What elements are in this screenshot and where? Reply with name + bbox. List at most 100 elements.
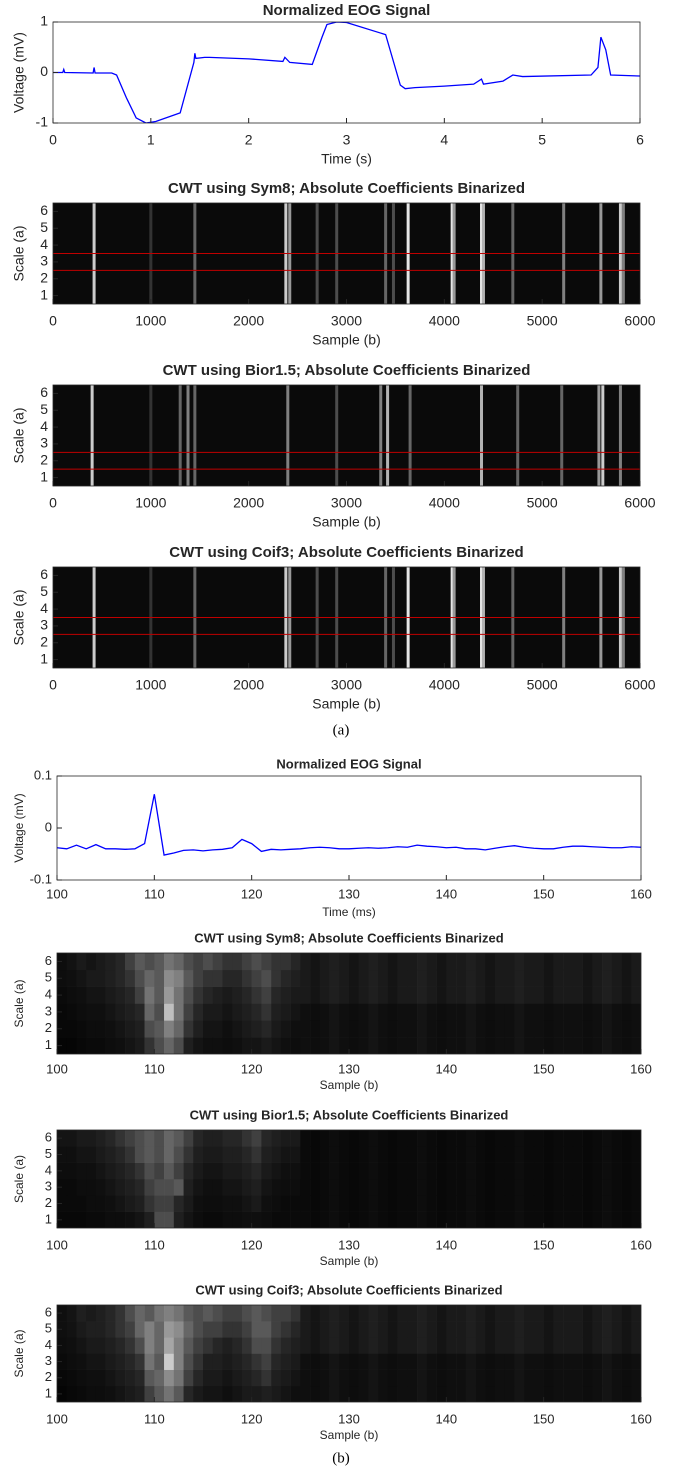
heat-cell — [533, 1130, 544, 1147]
heat-cell — [144, 1385, 155, 1402]
heat-cell — [95, 1146, 106, 1163]
heat-cell — [495, 1146, 506, 1163]
heat-cell — [173, 1337, 184, 1354]
heat-cell — [76, 1179, 87, 1196]
heat-cell — [125, 1130, 136, 1147]
heat-cell — [290, 1020, 301, 1038]
heat-cell — [446, 953, 457, 971]
heat-cell — [602, 1321, 613, 1338]
heat-cell — [582, 1179, 593, 1196]
heat-cell — [631, 1385, 641, 1402]
heat-cell — [105, 969, 116, 987]
heat-cell — [611, 1003, 622, 1021]
heat-cell — [232, 969, 243, 987]
heat-cell — [611, 1195, 622, 1212]
heat-cell — [134, 1037, 145, 1054]
heat-cell — [533, 1321, 544, 1338]
heat-cell — [553, 1353, 564, 1370]
heat-cell — [105, 1211, 116, 1228]
heat-cell — [553, 1305, 564, 1322]
heat-cell — [611, 969, 622, 987]
heat-cell — [514, 1130, 525, 1147]
heat-cell — [290, 1037, 301, 1054]
heat-cell — [183, 1162, 194, 1180]
heat-cell — [397, 1385, 408, 1402]
heat-cell — [193, 969, 204, 987]
heat-cell — [105, 1179, 116, 1196]
heat-cell — [397, 1162, 408, 1180]
heat-cell — [387, 1385, 398, 1402]
heat-cell — [95, 1337, 106, 1354]
heat-cell — [271, 1305, 282, 1322]
heat-cell — [485, 1003, 496, 1021]
heat-cell — [368, 1195, 379, 1212]
stripe — [560, 385, 564, 486]
heat-cell — [241, 1020, 252, 1038]
heat-cell — [582, 1321, 593, 1338]
heat-cell — [319, 1162, 330, 1180]
heat-cell — [95, 1321, 106, 1338]
heat-cell — [602, 1037, 613, 1054]
heat-cell — [193, 1179, 204, 1196]
heat-cell — [592, 969, 603, 987]
heat-cell — [57, 1003, 68, 1021]
heat-cell — [504, 1321, 515, 1338]
heat-cell — [300, 1146, 311, 1163]
x-tick-label: 120 — [241, 1237, 263, 1252]
heat-cell — [592, 1321, 603, 1338]
heat-cell — [621, 969, 632, 987]
plot-area — [57, 1305, 641, 1402]
heat-cell — [475, 969, 486, 987]
heat-cell — [387, 1037, 398, 1054]
y-tick-label: 6 — [40, 202, 48, 218]
heat-cell — [543, 1162, 554, 1180]
heat-cell — [105, 1385, 116, 1402]
heat-cell — [329, 1305, 340, 1322]
heat-cell — [280, 1211, 291, 1228]
heat-cell — [193, 986, 204, 1004]
heat-cell — [300, 1195, 311, 1212]
heat-cell — [319, 1146, 330, 1163]
heat-cell — [349, 1321, 360, 1338]
heat-cell — [66, 1003, 77, 1021]
heat-cell — [504, 1162, 515, 1180]
heat-cell — [232, 1353, 243, 1370]
line — [57, 794, 641, 856]
heat-cell — [543, 986, 554, 1004]
heat-cell — [572, 986, 583, 1004]
heat-cell — [378, 1162, 389, 1180]
heat-cell — [358, 1321, 369, 1338]
x-axis-label: Sample (b) — [320, 1428, 379, 1442]
heat-cell — [368, 986, 379, 1004]
heat-cell — [358, 1003, 369, 1021]
heat-cell — [387, 1179, 398, 1196]
heat-cell — [144, 1321, 155, 1338]
x-tick-label: 2000 — [233, 495, 264, 511]
y-tick-label: 2 — [40, 451, 48, 467]
heat-cell — [495, 1130, 506, 1147]
heat-cell — [251, 1321, 262, 1338]
plot-area — [53, 385, 640, 486]
x-tick-label: 3000 — [331, 313, 362, 329]
y-tick-label: 3 — [45, 1179, 52, 1194]
heat-cell — [232, 1020, 243, 1038]
heat-cell — [368, 1162, 379, 1180]
heat-cell — [621, 986, 632, 1004]
heat-cell — [592, 986, 603, 1004]
heat-cell — [582, 1337, 593, 1354]
heat-cell — [222, 1321, 233, 1338]
heat-cell — [611, 1020, 622, 1038]
heat-cell — [86, 1146, 97, 1163]
heat-cell — [495, 1337, 506, 1354]
heat-cell — [378, 953, 389, 971]
heat-cell — [485, 953, 496, 971]
heat-cell — [621, 1130, 632, 1147]
chart-title: CWT using Sym8; Absolute Coefficients Bi… — [168, 180, 525, 197]
heat-cell — [524, 1305, 535, 1322]
heat-cell — [125, 969, 136, 987]
heat-cell — [154, 1020, 165, 1038]
heat-cell — [397, 1179, 408, 1196]
heat-cell — [173, 1146, 184, 1163]
heat-cell — [339, 1385, 350, 1402]
heat-cell — [426, 1305, 437, 1322]
